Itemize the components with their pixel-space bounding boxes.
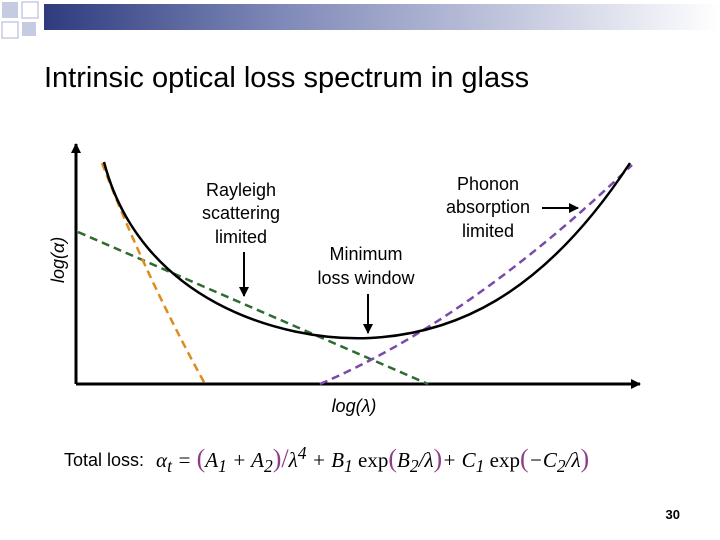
formula-expression: αt = (A1 + A2)/λ4 + B1 exp(B2/λ)+ C1 exp… (156, 443, 589, 477)
y-axis-label: log(α) (48, 237, 68, 283)
formula-paren-close-1: ) (272, 443, 282, 473)
phonon-label-line-1: Phonon (457, 174, 519, 194)
formula-sub-b2: 2 (409, 456, 419, 477)
total-loss-curve (102, 161, 632, 340)
formula-a2: A (251, 447, 264, 472)
formula-alpha: α (156, 447, 168, 472)
deco-square-2 (21, 1, 39, 19)
formula-paren-open-2: ( (388, 443, 398, 473)
formula-label: Total loss: (64, 449, 145, 470)
deco-square-3 (1, 21, 19, 39)
deco-square-1 (2, 2, 18, 18)
header-decoration (1, 1, 720, 39)
phonon-label-line-2: absorption (446, 197, 530, 217)
formula-a1: A (205, 447, 219, 472)
formula-paren-open-1: ( (196, 443, 206, 473)
formula-lambda-2: λ (424, 447, 434, 472)
formula-c2: C (542, 447, 557, 472)
formula-slash-3: / (565, 447, 572, 472)
formula-plus-2: + (306, 447, 332, 472)
rayleigh-label-line-1: Rayleigh (206, 180, 276, 200)
formula-equals: = (171, 447, 197, 472)
formula-sub-b1: 1 (344, 456, 353, 477)
rayleigh-scattering-curve (100, 162, 207, 385)
formula-sub-c2: 2 (556, 456, 566, 477)
page-number: 30 (665, 507, 680, 522)
formula-paren-close-2: ) (433, 443, 443, 473)
formula-paren-close-3: ) (580, 443, 590, 473)
phonon-absorption-curve (319, 164, 633, 386)
total-loss-formula: Total loss: αt = (A1 + A2)/λ4 + B1 exp(B… (64, 440, 589, 480)
formula-plus-3: + (442, 447, 462, 472)
formula-sub-a1: 1 (218, 456, 227, 477)
minimum-label-line-1: Minimum (329, 244, 402, 264)
formula-sub-t: t (167, 456, 172, 477)
formula-plus-1: + (226, 447, 252, 472)
formula-slash-1: / (281, 443, 289, 473)
formula-lambda-3: λ (571, 447, 581, 472)
x-axis-label: log(λ) (332, 396, 377, 416)
formula-exp-2: exp (484, 447, 520, 472)
urbach-tail-curve (77, 230, 429, 386)
minimum-label-line-2: loss window (317, 268, 415, 288)
formula-b1: B (331, 447, 345, 472)
formula-exp-1: exp (352, 447, 389, 472)
formula-sub-c1: 1 (475, 456, 485, 477)
formula-c1: C (461, 447, 476, 472)
formula-sub-a2: 2 (264, 456, 273, 477)
formula-b2: B (397, 447, 410, 472)
formula-slash-2: / (418, 447, 425, 472)
deco-square-4 (22, 22, 36, 36)
formula-minus: − (528, 447, 543, 472)
phonon-label-line-3: limited (462, 221, 514, 241)
formula-sup-4: 4 (297, 442, 307, 463)
slide-title: Intrinsic optical loss spectrum in glass (44, 62, 530, 94)
formula-paren-open-3: ( (519, 443, 529, 473)
rayleigh-label-line-2: scattering (202, 203, 280, 223)
deco-gradient-band (44, 4, 720, 30)
rayleigh-label-line-3: limited (215, 227, 267, 247)
formula-lambda-4: λ (288, 447, 298, 472)
